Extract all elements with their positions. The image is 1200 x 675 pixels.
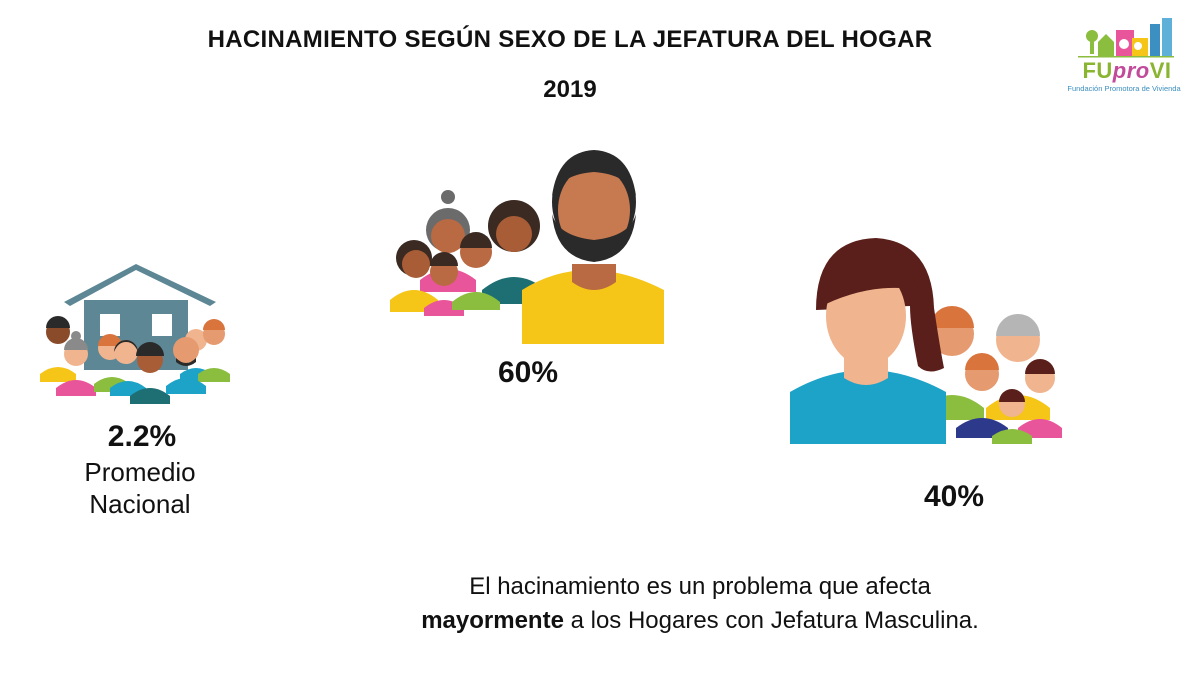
male-headed-household-icon (390, 150, 664, 344)
message-line1: El hacinamiento es un problema que afect… (469, 573, 931, 600)
message-emphasis: mayormente (421, 607, 564, 634)
male-headed-value: 60% (497, 356, 559, 389)
page-title: HACINAMIENTO SEGÚN SEXO DE LA JEFATURA D… (207, 26, 933, 53)
female-headed-household-icon (790, 238, 1062, 444)
logo-text-vi: VI (1149, 58, 1172, 83)
female-headed-value: 40% (923, 480, 985, 513)
conclusion-message: El hacinamiento es un problema que afect… (350, 570, 1050, 638)
logo-text-fu: FU (1082, 58, 1113, 83)
logo-wordmark: FUproVI (1072, 58, 1182, 84)
national-label-line2: Nacional (89, 489, 191, 519)
house-crowd-icon (40, 264, 230, 404)
year-label: 2019 (543, 76, 597, 103)
fuprovi-logo (1078, 18, 1174, 58)
national-average-label: Promedio Nacional (40, 456, 240, 520)
national-average-value: 2.2% (107, 420, 177, 453)
logo-text-pro: pro (1112, 58, 1150, 83)
national-label-line1: Promedio (84, 457, 196, 487)
message-line2: mayormente a los Hogares con Jefatura Ma… (350, 604, 1050, 638)
message-line2-rest: a los Hogares con Jefatura Masculina. (563, 607, 979, 634)
logo-subtitle: Fundación Promotora de Vivienda (1067, 84, 1181, 93)
